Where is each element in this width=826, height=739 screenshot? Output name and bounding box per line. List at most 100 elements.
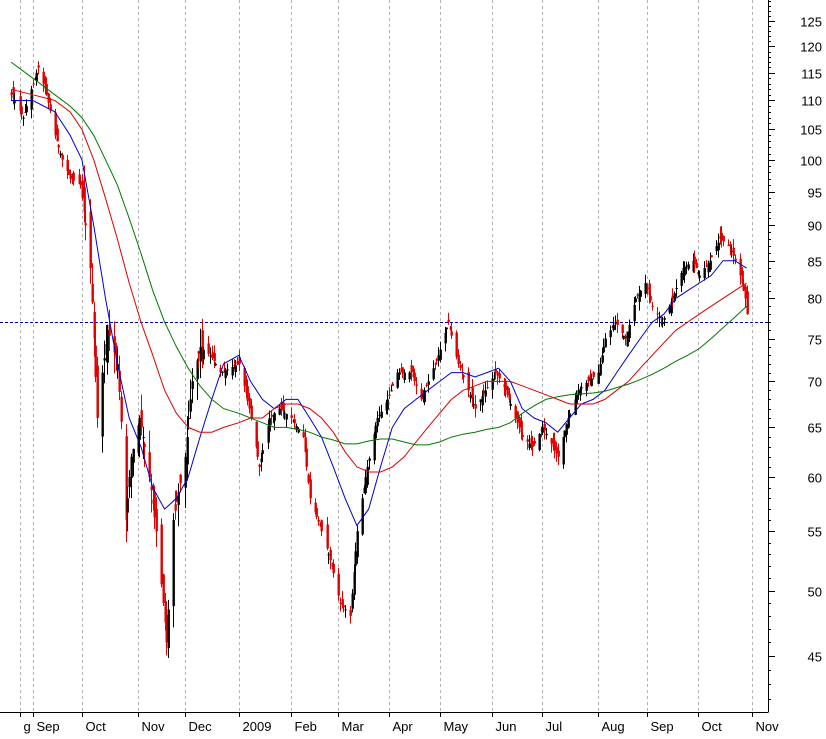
candle-up xyxy=(538,433,541,452)
candle-body xyxy=(278,408,281,415)
candle-body xyxy=(479,399,482,403)
y-tick-label: 125 xyxy=(800,15,822,30)
candle-down xyxy=(450,322,453,340)
y-tick-label: 65 xyxy=(808,421,822,436)
candle-body xyxy=(255,421,258,447)
candle-body xyxy=(580,387,583,389)
candle-up xyxy=(403,369,406,384)
candle-body xyxy=(56,128,59,142)
candle-body xyxy=(644,283,647,294)
candle-body xyxy=(354,551,357,566)
candle-up xyxy=(602,338,605,354)
candle-body xyxy=(575,394,578,404)
candle-body xyxy=(434,363,437,365)
candle-up xyxy=(423,387,426,406)
candle-down xyxy=(734,254,737,265)
candle-body xyxy=(45,83,48,95)
candle-body xyxy=(20,106,23,115)
candle-body xyxy=(472,403,475,405)
candle-up xyxy=(484,381,487,403)
candle-down xyxy=(143,441,146,468)
candle-down xyxy=(553,432,556,459)
candle-down xyxy=(693,250,696,273)
candle-down xyxy=(388,387,391,400)
candle-body xyxy=(592,371,595,377)
candle-body xyxy=(295,426,298,430)
candle-up xyxy=(295,423,298,433)
candle-body xyxy=(187,417,190,420)
candles xyxy=(10,61,749,658)
y-tick-label: 70 xyxy=(808,375,822,390)
candle-body xyxy=(710,255,713,258)
candle-up xyxy=(380,404,383,419)
candle-body xyxy=(514,406,517,418)
candle-down xyxy=(37,61,40,75)
candle-up xyxy=(638,285,641,311)
candle-down xyxy=(435,358,438,365)
candle-body xyxy=(671,295,674,299)
candle-down xyxy=(47,92,50,110)
candle-up xyxy=(577,383,580,400)
candle-up xyxy=(260,453,263,472)
candle-body xyxy=(270,415,273,417)
candle-down xyxy=(449,325,452,331)
candle-body xyxy=(282,402,285,412)
candle-body xyxy=(410,365,413,373)
y-tick-label: 55 xyxy=(808,525,822,540)
candle-body xyxy=(378,414,381,416)
candle-up xyxy=(366,459,369,488)
candle-body xyxy=(423,390,426,403)
candle-up xyxy=(597,364,600,384)
candle-body xyxy=(675,288,678,290)
x-tick-label: Nov xyxy=(142,719,166,734)
candle-down xyxy=(459,360,462,371)
candle-body xyxy=(42,71,45,84)
candle-body xyxy=(386,399,389,410)
candle-down xyxy=(258,463,261,477)
candle-body xyxy=(339,602,342,604)
candle-body xyxy=(258,464,261,467)
candle-body xyxy=(531,441,534,447)
candle-body xyxy=(246,386,249,401)
candle-body xyxy=(408,372,411,380)
candle-up xyxy=(142,426,145,460)
candle-up xyxy=(351,589,354,613)
candle-body xyxy=(469,394,472,398)
candle-down xyxy=(550,437,553,453)
candle-up xyxy=(730,245,733,258)
candle-body xyxy=(545,433,548,436)
candle-body xyxy=(504,380,507,391)
candle-body xyxy=(455,332,458,357)
candle-body xyxy=(297,428,300,433)
candle-up xyxy=(353,564,356,600)
candle-body xyxy=(32,83,35,85)
candle-up xyxy=(368,456,371,470)
candle-down xyxy=(56,124,59,142)
candle-up xyxy=(644,274,647,299)
candle-up xyxy=(177,483,180,527)
candle-up xyxy=(661,316,664,328)
candle-down xyxy=(174,490,177,520)
candle-body xyxy=(526,439,529,442)
candle-body xyxy=(128,477,131,488)
candle-down xyxy=(309,471,312,505)
candle-body xyxy=(445,327,448,330)
candle-body xyxy=(24,111,27,113)
candle-down xyxy=(695,258,698,269)
candle-down xyxy=(741,267,744,285)
candle-up xyxy=(663,316,666,326)
ma-mid-line xyxy=(10,88,747,473)
candle-down xyxy=(349,605,352,624)
candle-down xyxy=(197,350,200,369)
candle-body xyxy=(138,417,141,440)
candle-down xyxy=(420,383,423,402)
candle-down xyxy=(434,362,437,371)
candle-body xyxy=(634,298,637,303)
candle-body xyxy=(199,346,202,362)
candle-body xyxy=(132,448,135,463)
candle-body xyxy=(83,187,86,212)
ma-short-line xyxy=(11,100,747,527)
candle-body xyxy=(587,376,590,382)
candle-body xyxy=(366,466,369,485)
x-tick-label: Mar xyxy=(342,719,365,734)
